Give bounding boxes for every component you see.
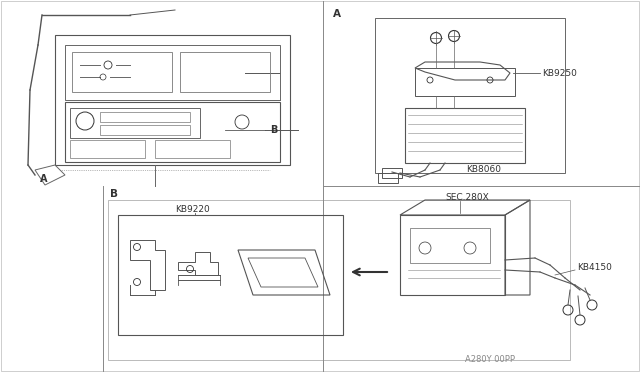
Text: KB4150: KB4150 [577,263,612,272]
Bar [65,102,280,162]
Bar [108,200,570,360]
Bar [180,52,270,92]
Bar [118,215,343,335]
Text: B: B [110,189,118,199]
Text: KB8060: KB8060 [466,164,501,173]
Bar [155,140,230,158]
Bar [382,168,402,178]
Bar [100,125,190,135]
Text: KB9220: KB9220 [175,205,210,214]
Bar [55,35,290,165]
Bar [70,108,200,138]
Text: A: A [40,174,47,184]
Bar [100,112,190,122]
Bar [65,45,280,100]
Text: A280Y 00PP: A280Y 00PP [465,356,515,365]
Bar [378,173,398,183]
Bar [400,215,505,295]
Bar [375,18,565,173]
Bar [405,108,525,163]
Text: SEC.280X: SEC.280X [445,192,489,202]
Text: A: A [333,9,341,19]
Bar [410,228,490,263]
Text: B: B [270,125,277,135]
Bar [72,52,172,92]
Bar [415,68,515,96]
Text: KB9250: KB9250 [542,68,577,77]
Bar [70,140,145,158]
